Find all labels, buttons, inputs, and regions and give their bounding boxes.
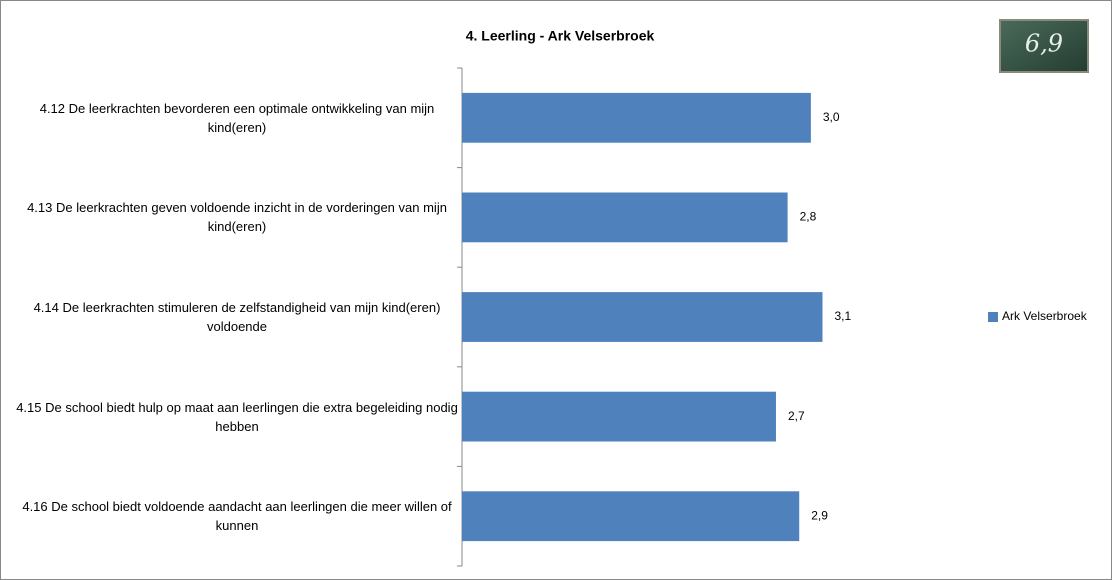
chart-title: 4. Leerling - Ark Velserbroek bbox=[466, 28, 655, 44]
value-label: 2,7 bbox=[788, 409, 805, 423]
legend-label: Ark Velserbroek bbox=[1002, 309, 1088, 323]
bar bbox=[462, 93, 811, 143]
value-label: 3,1 bbox=[834, 309, 851, 323]
value-label: 2,8 bbox=[800, 210, 817, 224]
bar bbox=[462, 491, 799, 541]
bar bbox=[462, 193, 788, 243]
category-label: 4.15 De school biedt hulp op maat aan le… bbox=[14, 398, 460, 436]
value-label: 3,0 bbox=[823, 110, 840, 124]
category-label: 4.12 De leerkrachten bevorderen een opti… bbox=[14, 99, 460, 137]
page: 4. Leerling - Ark Velserbroek 6,9 3,0 2,8… bbox=[0, 0, 1112, 580]
bar bbox=[462, 292, 822, 342]
legend-swatch bbox=[988, 312, 998, 322]
category-label: 4.14 De leerkrachten stimuleren de zelfs… bbox=[14, 298, 460, 336]
chart: 4. Leerling - Ark Velserbroek 6,9 3,0 2,8… bbox=[0, 0, 1112, 580]
score: 6,9 bbox=[1025, 30, 1063, 58]
category-label: 4.16 De school biedt voldoende aandacht … bbox=[14, 497, 460, 535]
category-label: 4.13 De leerkrachten geven voldoende inz… bbox=[14, 198, 460, 236]
bar bbox=[462, 392, 776, 442]
value-label: 2,9 bbox=[811, 508, 828, 522]
